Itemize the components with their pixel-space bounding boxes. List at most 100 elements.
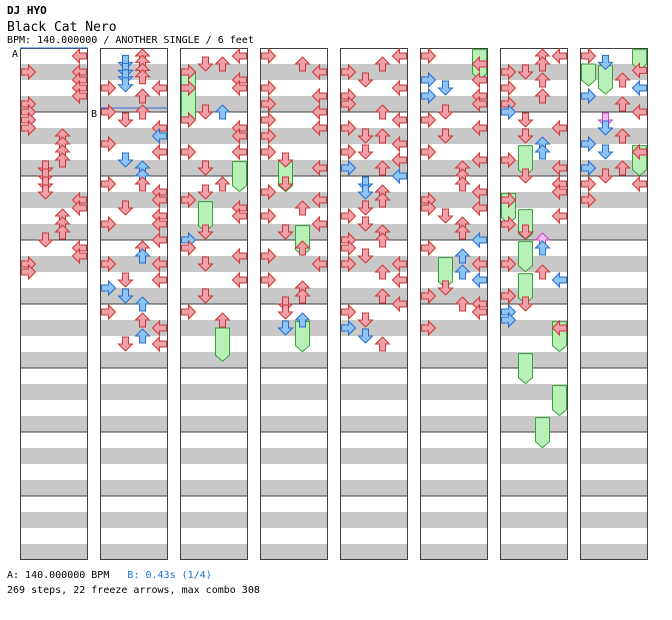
step-arrow: [54, 152, 71, 168]
step-arrow: [357, 248, 374, 264]
step-arrow: [261, 47, 277, 65]
stripe: [500, 384, 568, 400]
column-border: [180, 48, 248, 560]
step-arrow: [631, 79, 647, 97]
step-arrow: [181, 111, 197, 129]
stripe: [100, 320, 168, 336]
step-arrow: [101, 279, 117, 297]
step-arrow: [471, 231, 487, 249]
step-arrow: [151, 127, 167, 145]
step-arrow: [374, 56, 391, 72]
stripe: [260, 256, 328, 272]
stripe: [500, 352, 568, 368]
stripe: [180, 288, 248, 304]
step-arrow: [374, 104, 391, 120]
stripe: [500, 128, 568, 144]
column-border: [420, 48, 488, 560]
freeze-arrow: [535, 417, 550, 449]
stripe: [20, 480, 88, 496]
step-arrow: [197, 184, 214, 200]
step-arrow: [614, 128, 631, 144]
step-arrow: [231, 207, 247, 225]
step-arrow: [471, 255, 487, 273]
stripe: [580, 288, 648, 304]
step-arrow: [597, 54, 614, 71]
stripe: [420, 160, 488, 176]
step-arrow: [214, 176, 231, 192]
step-arrow: [454, 264, 471, 280]
stripe: [180, 352, 248, 368]
stripe: [420, 128, 488, 144]
stripe: [500, 160, 568, 176]
step-arrow: [231, 143, 247, 161]
step-arrow: [581, 175, 597, 193]
step-arrow: [294, 200, 311, 216]
step-arrow: [357, 72, 374, 88]
step-arrow: [614, 96, 631, 112]
stripe: [100, 416, 168, 432]
step-arrow: [454, 224, 471, 240]
stripe: [420, 320, 488, 336]
step-arrow: [341, 143, 357, 161]
stripe: [500, 544, 568, 560]
step-arrow: [294, 56, 311, 72]
step-arrow: [231, 127, 247, 145]
stripe: [180, 544, 248, 560]
step-arrow: [134, 328, 151, 344]
step-arrow: [534, 56, 551, 72]
stripe: [580, 128, 648, 144]
step-arrow: [311, 159, 327, 177]
step-arrow: [581, 191, 597, 209]
step-arrow: [181, 191, 197, 209]
step-arrow: [231, 47, 247, 65]
stripe: [20, 320, 88, 336]
stripe: [180, 192, 248, 208]
column-border: [580, 48, 648, 560]
column-border: [500, 48, 568, 560]
freeze-arrow: [581, 63, 596, 87]
stripe: [580, 256, 648, 272]
step-arrow: [421, 71, 437, 89]
stripe: [260, 288, 328, 304]
freeze-arrow: [518, 241, 533, 273]
step-arrow: [501, 151, 517, 169]
step-arrow: [231, 247, 247, 265]
step-arrow: [311, 215, 327, 233]
step-arrow: [37, 184, 54, 200]
stripe: [20, 96, 88, 112]
stripe: [500, 480, 568, 496]
step-arrow: [437, 128, 454, 144]
step-arrow: [501, 215, 517, 233]
stripe: [260, 384, 328, 400]
stripe: [500, 96, 568, 112]
step-arrow: [197, 160, 214, 176]
step-arrow: [517, 296, 534, 312]
stripe: [20, 224, 88, 240]
stripe: [340, 128, 408, 144]
step-arrow: [374, 336, 391, 352]
stripe: [260, 416, 328, 432]
stripe: [260, 352, 328, 368]
step-arrow: [421, 111, 437, 129]
stripe: [420, 224, 488, 240]
step-arrow: [421, 87, 437, 105]
step-arrow: [437, 208, 454, 224]
stripe: [260, 320, 328, 336]
freeze-arrow: [215, 327, 230, 362]
step-arrow: [21, 263, 37, 281]
stripe: [20, 416, 88, 432]
step-arrow: [101, 175, 117, 193]
stripe: [580, 96, 648, 112]
step-arrow: [501, 79, 517, 97]
step-arrow: [501, 103, 517, 121]
step-arrow: [214, 312, 231, 328]
stripe: [20, 448, 88, 464]
stripe: [420, 480, 488, 496]
step-arrow: [181, 63, 197, 81]
stripe: [180, 128, 248, 144]
stripe: [20, 288, 88, 304]
step-arrow: [311, 191, 327, 209]
step-arrow: [614, 72, 631, 88]
step-arrow: [151, 215, 167, 233]
step-arrow: [551, 159, 567, 177]
